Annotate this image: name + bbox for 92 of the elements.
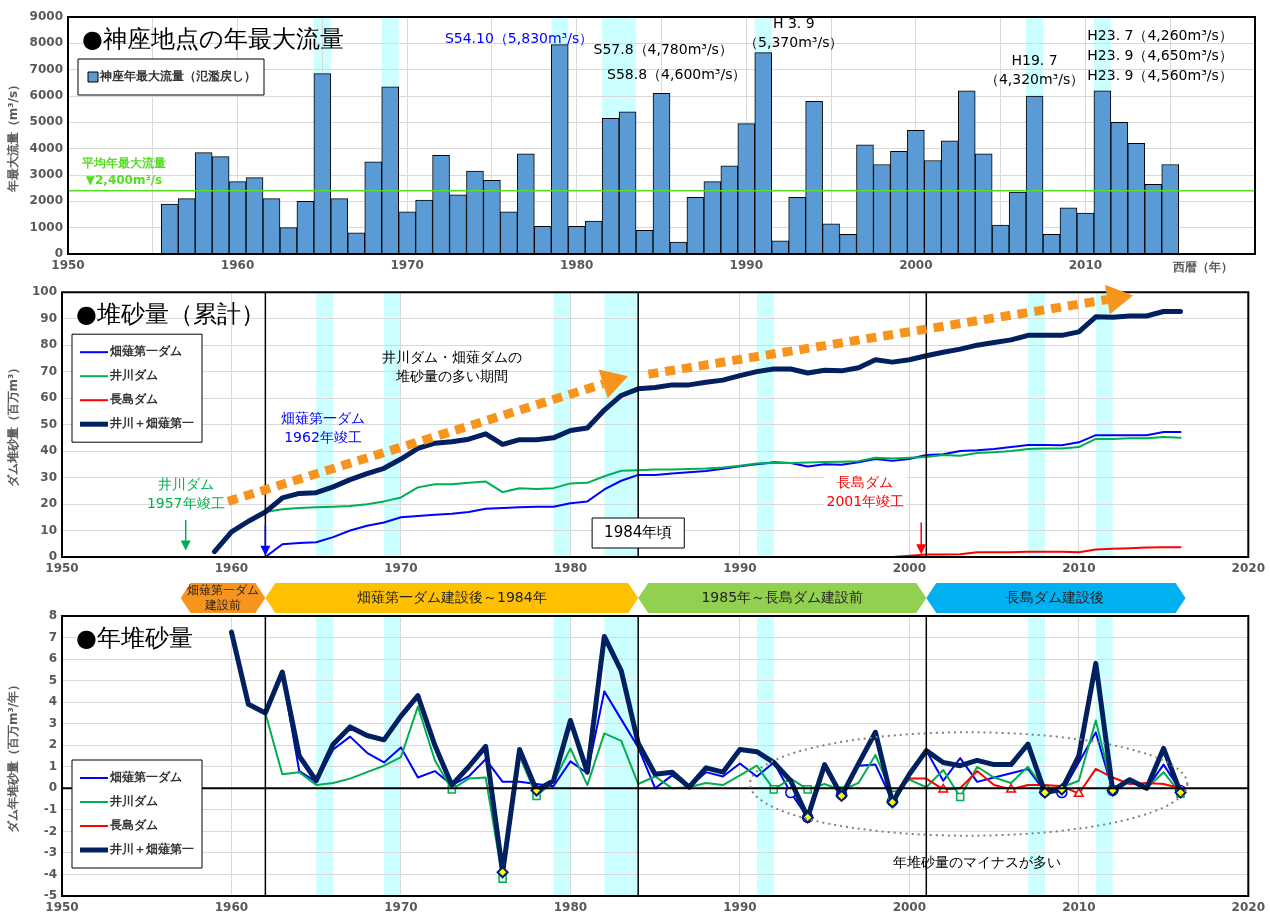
y-tick-label: 6000 [29, 88, 63, 103]
text: 畑薙第一ダム建設前 [187, 582, 259, 612]
y-tick-label: 20 [40, 496, 57, 511]
y-tick-label: 7 [48, 629, 57, 644]
x-tick-label: 2000 [899, 258, 933, 273]
x-tick-label: 1980 [560, 258, 594, 273]
x-tick-label: 1950 [45, 900, 79, 915]
y-tick-label: -3 [43, 845, 57, 860]
y-axis-title: ダム堆砂量（百万m³） [6, 361, 21, 488]
annotation: S54.10（5,830m³/s） [444, 30, 594, 47]
y-tick-label: 40 [40, 443, 57, 458]
x-tick-label: 1980 [553, 900, 588, 915]
ref-line-label: 1984年頃 [604, 522, 673, 541]
annotation: H23. 7（4,260m³/s） [1087, 27, 1233, 44]
x-tick-label: 2010 [1062, 561, 1096, 576]
y-tick-label: -1 [43, 801, 57, 816]
annotation: 畑薙第一ダム1962年竣工 [280, 409, 365, 445]
y-tick-label: 30 [40, 469, 57, 484]
y-tick-label: 0 [48, 780, 57, 795]
annotation: H 3. 9（5,370m³/s） [744, 15, 844, 51]
x-tick-label: 1950 [45, 561, 79, 576]
x-axis-title: 西暦（年） [1172, 260, 1233, 275]
annotation: 井川ダム1957年竣工 [146, 476, 225, 512]
y-tick-label: 5000 [29, 114, 63, 129]
y-tick-label: 3000 [29, 167, 63, 182]
legend-label: 畑薙第一ダム [109, 770, 182, 785]
y-tick-label: -4 [43, 866, 57, 881]
y-tick-label: 70 [40, 363, 57, 378]
y-tick-label: 1 [48, 758, 57, 773]
y-tick-label: 3 [48, 715, 57, 730]
text: 畑薙第一ダム建設後～1984年 [356, 588, 547, 605]
y-tick-label: 4000 [29, 140, 63, 155]
annotation: H23. 9（4,650m³/s） [1087, 46, 1233, 63]
y-tick-label: 1000 [29, 219, 63, 234]
annotation: 長島ダム2001年竣工 [826, 473, 905, 509]
legend-label: 長島ダム [109, 818, 158, 833]
x-tick-label: 2000 [892, 561, 927, 576]
annotation: H19. 7（4,320m³/s） [984, 52, 1085, 88]
text: 1985年～長島ダム建設前 [701, 588, 864, 605]
y-tick-label: 4 [48, 694, 57, 709]
x-tick-label: 1950 [51, 258, 85, 273]
y-axis-title: 年最大流量（m³/s） [6, 78, 21, 194]
legend-label: 井川＋畑薙第一 [109, 842, 194, 857]
annotation: H23. 9（4,560m³/s） [1087, 66, 1233, 83]
text: 長島ダム建設後 [1006, 588, 1105, 605]
x-tick-label: 1960 [214, 561, 249, 576]
y-tick-label: 100 [31, 284, 57, 299]
chart-title: ●年堆砂量 [76, 624, 193, 653]
x-tick-label: 1960 [220, 258, 255, 273]
y-tick-label: 10 [40, 522, 57, 537]
x-tick-label: 1980 [553, 561, 588, 576]
x-tick-label: 1970 [384, 900, 418, 915]
x-tick-label: 1970 [384, 561, 418, 576]
y-axis-title: ダム年堆砂量（百万m³/年） [6, 678, 21, 834]
x-tick-label: 2020 [1231, 900, 1265, 915]
legend-label: 神座年最大流量（氾濫戻し） [99, 69, 256, 84]
y-tick-label: 0 [54, 246, 63, 261]
y-tick-label: 9000 [29, 9, 63, 24]
chart-title: ●堆砂量（累計） [76, 300, 265, 329]
annotation: S57.8（4,780m³/s） [593, 40, 733, 57]
annotation: S58.8（4,600m³/s） [607, 65, 747, 82]
chart-title: ●神座地点の年最大流量 [82, 25, 344, 54]
x-tick-label: 2010 [1068, 258, 1103, 273]
legend-label: 長島ダム [109, 392, 158, 407]
y-tick-label: 0 [48, 549, 57, 564]
y-tick-label: 8 [48, 608, 57, 623]
legend-label: 井川ダム [109, 794, 158, 809]
y-tick-label: 80 [40, 337, 57, 352]
x-tick-label: 2020 [1231, 561, 1265, 576]
x-tick-label: 1960 [214, 900, 249, 915]
y-tick-label: 2 [48, 737, 57, 752]
x-tick-label: 1990 [729, 258, 763, 273]
legend-label: 畑薙第一ダム [109, 344, 182, 359]
y-tick-label: 60 [40, 390, 57, 405]
legend-label: 井川＋畑薙第一 [109, 416, 194, 431]
y-tick-label: 7000 [29, 61, 63, 76]
legend-label: 井川ダム [109, 368, 158, 383]
y-tick-label: -2 [43, 823, 57, 838]
x-tick-label: 2000 [892, 900, 927, 915]
ref-line-label: 平均年最大流量 ▼2,400m³/s [81, 155, 166, 187]
x-tick-label: 2010 [1062, 900, 1096, 915]
x-tick-label: 1990 [723, 561, 757, 576]
y-tick-label: 8000 [29, 35, 63, 50]
y-tick-label: -5 [43, 888, 57, 903]
y-tick-label: 5 [48, 672, 57, 687]
y-tick-label: 90 [40, 310, 57, 325]
y-tick-label: 2000 [29, 193, 63, 208]
y-tick-label: 50 [40, 416, 57, 431]
y-tick-label: 6 [48, 651, 57, 666]
annotation: 井川ダム・畑薙ダムの堆砂量の多い期間 [381, 348, 522, 384]
x-tick-label: 1970 [390, 258, 424, 273]
x-tick-label: 1990 [723, 900, 757, 915]
